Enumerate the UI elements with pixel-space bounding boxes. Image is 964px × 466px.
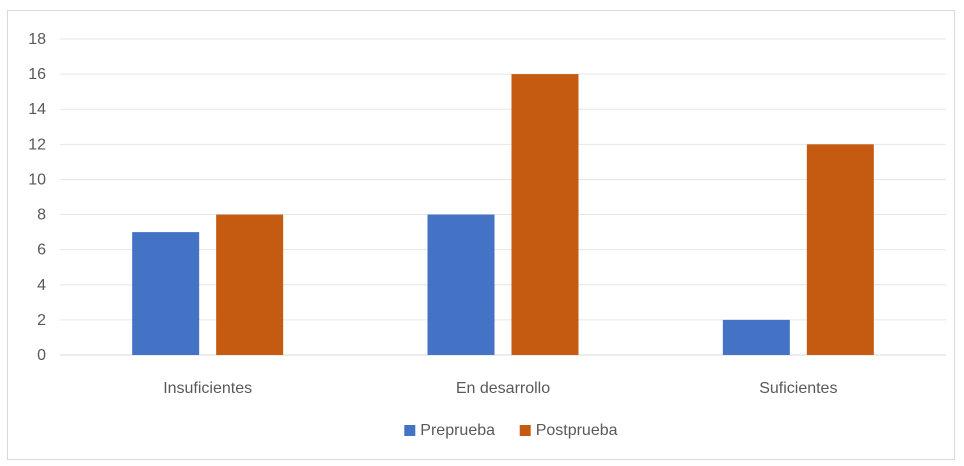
legend-label-postprueba: Postprueba [536, 422, 618, 439]
chart-frame: 0 2 4 6 8 10 12 14 16 18 Insuficientes En desarrol… [7, 10, 955, 460]
gridlines [60, 38, 946, 356]
legend-swatch-preprueba [404, 425, 416, 436]
y-tick-label: 2 [37, 312, 46, 329]
bar-preprueba-0 [132, 232, 200, 355]
y-tick-label: 4 [37, 277, 46, 294]
y-tick-label: 10 [28, 171, 46, 188]
x-axis-tick-labels: Insuficientes En desarrollo Suficientes [163, 380, 837, 397]
bar-postprueba-0 [216, 214, 284, 355]
legend-swatch-postprueba [519, 425, 531, 436]
x-tick-label: Suficientes [759, 380, 837, 397]
y-tick-label: 16 [28, 66, 46, 83]
bar-chart: 0 2 4 6 8 10 12 14 16 18 Insuficientes En desarrol… [28, 31, 946, 439]
bars [132, 74, 874, 355]
y-tick-label: 0 [37, 347, 46, 364]
bar-preprueba-2 [722, 319, 790, 355]
y-tick-label: 8 [37, 207, 46, 224]
y-tick-label: 6 [37, 242, 46, 259]
bar-postprueba-1 [511, 74, 579, 355]
bar-postprueba-2 [806, 144, 874, 355]
legend: Preprueba Postprueba [404, 422, 618, 439]
y-tick-label: 18 [28, 31, 46, 48]
legend-label-preprueba: Preprueba [420, 422, 495, 439]
y-tick-label: 14 [28, 101, 46, 118]
y-tick-label: 12 [28, 136, 46, 153]
x-tick-label: En desarrollo [456, 380, 550, 397]
y-axis-tick-labels: 0 2 4 6 8 10 12 14 16 18 [28, 31, 46, 364]
bar-preprueba-1 [427, 214, 495, 355]
x-tick-label: Insuficientes [163, 380, 252, 397]
